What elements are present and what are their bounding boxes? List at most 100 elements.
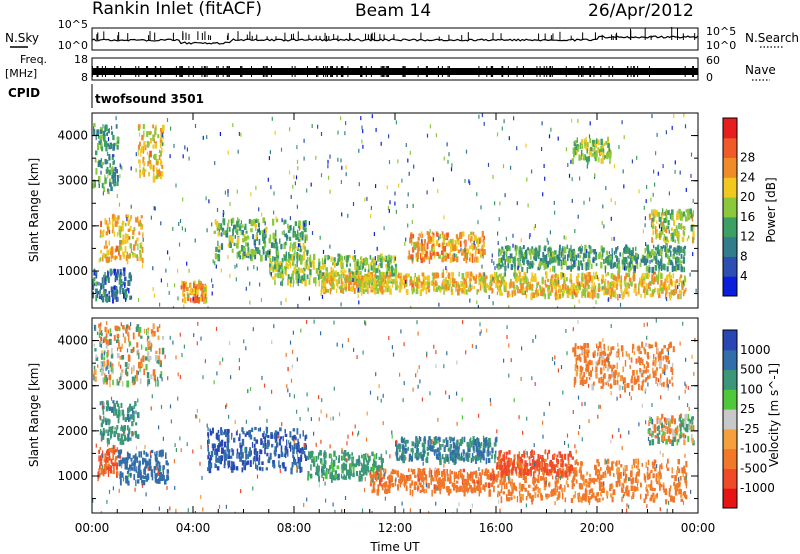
range-gate-cell xyxy=(692,230,695,237)
range-gate-cell xyxy=(135,217,138,223)
range-gate-cell xyxy=(272,256,274,262)
range-gate-cell xyxy=(300,267,302,273)
range-gate-cell xyxy=(661,254,663,261)
range-gate-cell xyxy=(436,471,439,478)
range-gate-cell xyxy=(360,462,363,466)
range-gate-cell xyxy=(364,268,367,272)
range-gate-cell xyxy=(133,464,136,472)
range-gate-cell xyxy=(594,257,596,261)
range-gate-cell xyxy=(304,279,307,287)
range-gate-cell xyxy=(400,472,402,480)
range-gate-cell xyxy=(225,233,229,238)
range-gate-cell xyxy=(119,438,122,445)
range-gate-cell xyxy=(412,254,414,261)
range-gate-cell xyxy=(527,278,529,283)
range-gate-cell xyxy=(254,252,257,260)
range-gate-cell xyxy=(131,421,134,427)
range-gate-cell xyxy=(152,144,155,149)
range-gate-cell xyxy=(304,236,307,244)
range-gate-cell xyxy=(128,430,131,434)
range-gate-cell xyxy=(297,438,299,446)
range-gate-cell xyxy=(101,230,105,238)
range-gate-cell xyxy=(118,279,122,285)
range-gate-cell xyxy=(193,285,196,293)
range-gate-cell xyxy=(131,431,134,437)
range-gate-cell xyxy=(531,169,533,174)
range-gate-cell xyxy=(304,435,307,441)
range-gate-cell xyxy=(287,451,289,457)
range-gate-cell xyxy=(118,361,120,367)
range-gate-cell xyxy=(328,271,332,279)
range-gate-cell xyxy=(574,229,576,233)
range-gate-cell xyxy=(275,216,277,221)
range-gate-cell xyxy=(296,204,298,209)
range-gate-cell xyxy=(475,247,477,254)
range-gate-cell xyxy=(323,263,326,268)
range-gate-cell xyxy=(613,164,616,169)
range-gate-cell xyxy=(366,465,369,472)
range-gate-cell xyxy=(108,420,110,426)
range-gate-cell xyxy=(360,116,362,121)
range-gate-cell xyxy=(433,278,435,282)
range-gate-cell xyxy=(678,208,681,214)
range-gate-cell xyxy=(392,279,395,285)
range-gate-cell xyxy=(476,256,479,263)
range-gate-cell xyxy=(220,429,223,436)
range-gate-cell xyxy=(506,292,509,298)
range-gate-cell xyxy=(544,255,547,260)
range-gate-cell xyxy=(327,272,329,280)
range-gate-cell xyxy=(549,268,551,273)
range-gate-cell xyxy=(679,274,683,279)
range-gate-cell xyxy=(129,296,132,300)
range-gate-cell xyxy=(610,262,613,269)
range-gate-cell xyxy=(331,470,333,478)
range-gate-cell xyxy=(555,255,558,262)
range-gate-cell xyxy=(658,216,662,222)
range-gate-cell xyxy=(125,297,127,302)
range-gate-cell xyxy=(625,259,628,264)
range-gate-cell xyxy=(507,262,510,269)
range-gate-cell xyxy=(382,473,385,480)
range-gate-cell xyxy=(207,306,209,308)
range-gate-cell xyxy=(462,487,464,493)
range-gate-cell xyxy=(426,133,429,138)
range-gate-cell xyxy=(227,222,229,228)
range-gate-cell xyxy=(280,281,282,286)
range-gate-cell xyxy=(495,271,498,279)
range-gate-cell xyxy=(653,244,655,249)
range-gate-cell xyxy=(669,293,672,301)
range-gate-cell xyxy=(592,152,595,157)
range-gate-cell xyxy=(135,326,139,332)
range-gate-cell xyxy=(121,288,125,294)
range-gate-cell xyxy=(469,485,472,489)
range-gate-cell xyxy=(205,196,207,201)
range-gate-cell xyxy=(101,295,104,302)
range-gate-cell xyxy=(199,296,202,302)
range-gate-cell xyxy=(277,262,280,269)
range-gate-cell xyxy=(384,278,387,284)
range-gate-cell xyxy=(161,133,164,138)
range-gate-cell xyxy=(150,470,153,477)
range-gate-cell xyxy=(281,218,283,223)
range-gate-cell xyxy=(665,288,667,295)
range-gate-cell xyxy=(626,282,630,288)
range-gate-cell xyxy=(206,135,208,140)
range-gate-cell xyxy=(116,464,118,471)
range-gate-cell xyxy=(446,473,449,477)
range-gate-cell xyxy=(652,280,655,285)
range-gate-cell xyxy=(244,236,247,242)
range-gate-cell xyxy=(647,249,650,255)
range-gate-cell xyxy=(394,191,396,196)
range-gate-cell xyxy=(154,451,156,456)
range-gate-cell xyxy=(386,281,389,288)
range-gate-cell xyxy=(441,242,444,250)
range-gate-cell xyxy=(621,289,623,296)
range-gate-cell xyxy=(104,326,107,333)
range-gate-cell xyxy=(227,449,230,456)
range-gate-cell xyxy=(249,460,252,467)
range-gate-cell xyxy=(305,223,307,228)
range-gate-cell xyxy=(264,436,267,443)
range-gate-cell xyxy=(427,256,430,260)
range-gate-cell xyxy=(462,278,465,286)
range-gate-cell xyxy=(140,215,143,219)
